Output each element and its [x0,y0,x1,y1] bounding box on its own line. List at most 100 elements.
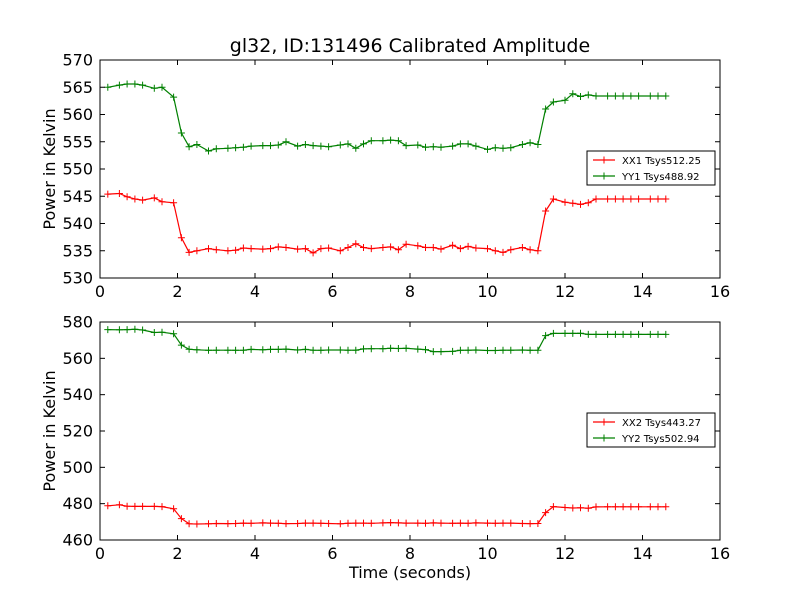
data-point [158,83,166,91]
data-point [611,195,619,203]
data-point [499,248,507,256]
data-point [170,199,178,207]
data-point [259,346,267,354]
x-tick-label: 12 [555,282,575,301]
x-tick-label: 14 [632,282,652,301]
data-point [627,503,635,511]
data-point [224,247,232,255]
data-point [387,243,395,251]
data-point [526,246,534,254]
data-point [449,142,457,150]
data-point [484,519,491,527]
data-point [336,247,344,255]
data-point [499,144,507,152]
data-point [569,504,577,512]
data-point [549,98,557,106]
data-point [464,140,472,148]
data-point [170,505,178,513]
data-point [360,140,367,148]
data-point [577,329,584,337]
data-point [158,503,166,511]
chart-panel-2: 0 2 4 6 8 10 12 14 16 460 480 500 520 540 560 580 Power … [40,313,730,583]
data-point [177,515,185,523]
data-point [662,503,670,511]
data-point [274,141,282,149]
data-point [185,248,193,256]
data-point [472,346,480,354]
data-point [282,138,290,146]
data-point [224,144,232,152]
data-point [224,346,232,354]
data-point [158,328,166,336]
data-point [604,330,612,338]
data-point [635,330,643,338]
data-point [267,142,274,150]
data-point [325,244,333,252]
data-point [464,346,472,354]
data-point [584,91,592,99]
data-point [577,200,584,208]
chart-title: gl32, ID:131496 Calibrated Amplitude [230,35,590,57]
data-point [115,81,123,89]
data-point [491,247,499,255]
data-point [212,520,220,527]
x-tick-label: 14 [632,544,652,563]
data-point [115,501,123,509]
data-point [309,346,317,354]
data-point [561,96,569,104]
data-point [139,502,147,510]
data-point [577,504,584,512]
data-point [484,347,491,354]
data-point [325,346,333,354]
data-point [569,329,577,337]
legend-label: XX2 Tsys443.27 [622,418,701,429]
data-point [507,246,515,254]
data-point [267,245,274,253]
y-tick-label: 500 [62,458,93,477]
data-point [282,520,290,528]
data-point [232,246,240,254]
data-point [131,80,139,88]
data-point [402,142,410,150]
data-point [139,196,147,204]
y-tick-label: 560 [62,105,93,124]
y-tick-label: 540 [62,214,93,233]
data-point [193,141,201,148]
legend-marker [600,156,608,164]
data-point [584,330,592,338]
data-point [131,325,139,333]
data-point [518,520,526,527]
data-point [507,144,515,152]
x-tick-label: 10 [477,544,497,563]
data-point [414,345,422,353]
data-point [247,345,255,353]
data-point [414,242,422,250]
data-point [360,244,367,251]
data-point [224,520,232,528]
data-point [429,519,437,527]
data-point [437,143,445,151]
data-point [491,519,499,527]
y-axis-label: Power in Kelvin [40,370,59,491]
data-point [104,83,112,91]
data-point [294,520,302,527]
data-point [104,326,112,334]
data-point [584,199,592,207]
data-point [232,346,240,354]
data-point [336,141,344,149]
data-point [654,195,662,203]
data-point [185,520,193,528]
data-point [239,244,247,252]
data-point [619,195,627,203]
data-point [150,84,158,92]
data-point [449,241,457,249]
data-point [247,142,255,150]
data-point [282,345,290,353]
data-point [635,195,643,203]
data-point [592,92,600,100]
legend: XX2 Tsys443.27 YY2 Tsys502.94 [586,412,716,448]
data-point [646,503,654,511]
data-point [569,90,577,98]
legend-marker [600,418,608,426]
data-point [177,234,185,242]
